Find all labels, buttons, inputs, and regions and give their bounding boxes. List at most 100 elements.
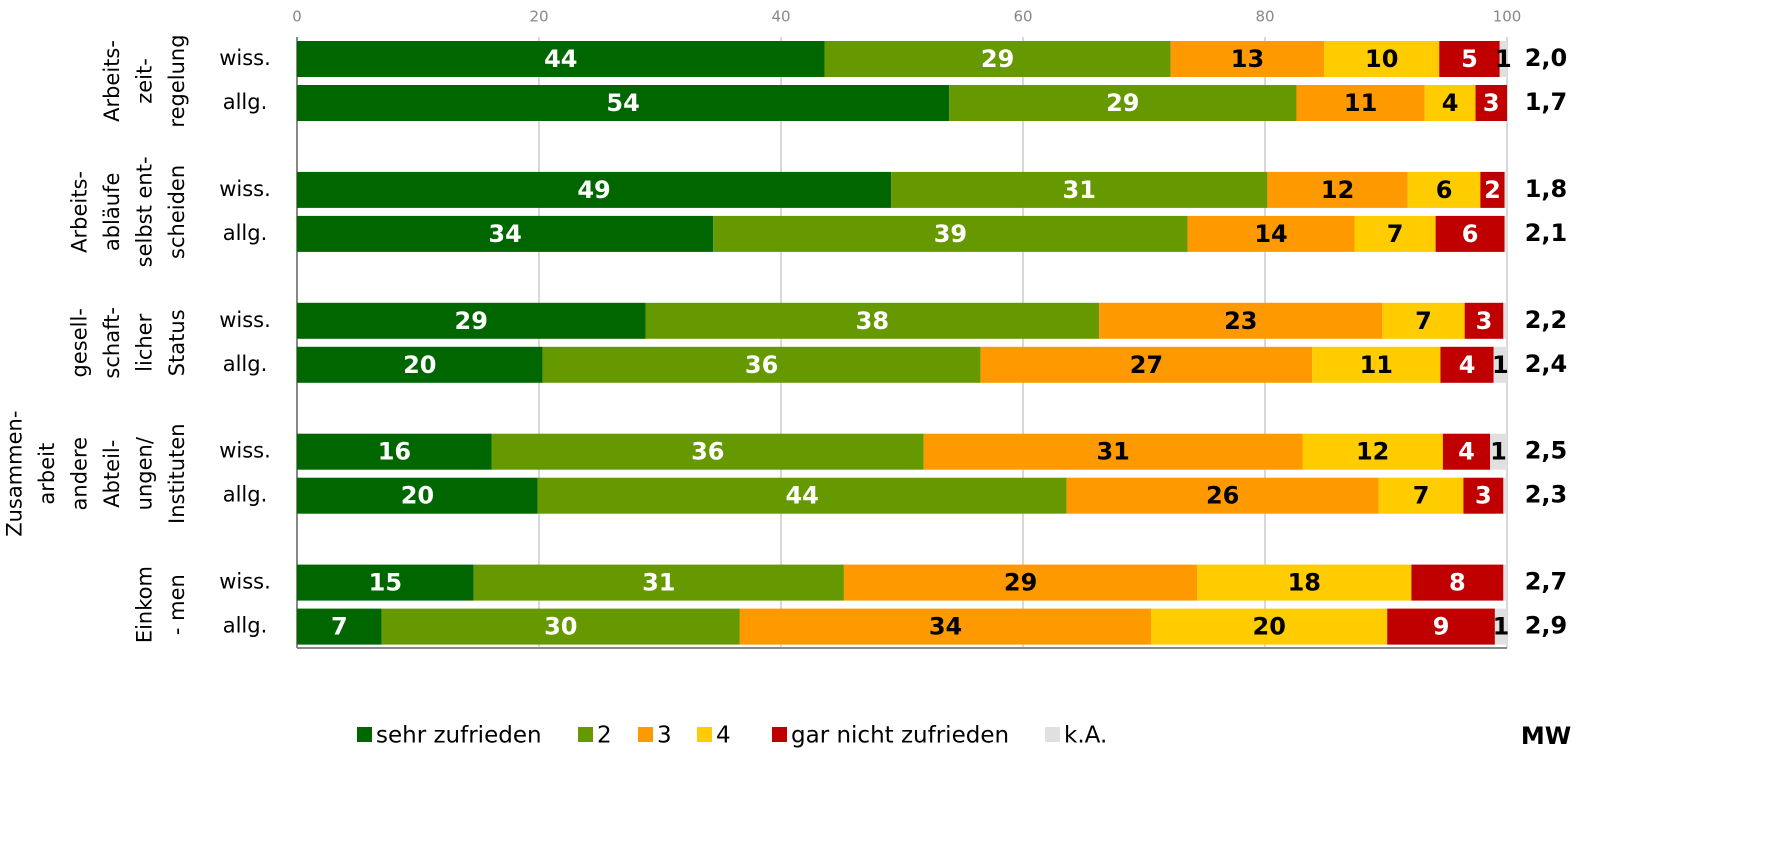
legend-swatch bbox=[697, 727, 712, 742]
x-tick-label: 0 bbox=[292, 8, 302, 26]
bar-segment bbox=[1503, 564, 1507, 601]
bar-segment bbox=[923, 433, 1303, 470]
bar-segment bbox=[1312, 346, 1441, 383]
bar-segment bbox=[297, 302, 646, 339]
data-label: 31 bbox=[1063, 176, 1096, 204]
data-label: 16 bbox=[378, 438, 411, 466]
data-label: 29 bbox=[1106, 89, 1139, 117]
data-label: 11 bbox=[1344, 89, 1377, 117]
group-label: Arbeits- bbox=[100, 40, 124, 122]
bar-segment bbox=[1503, 302, 1507, 339]
legend-label: 3 bbox=[657, 723, 672, 749]
bar-segment bbox=[542, 346, 981, 383]
data-label: 6 bbox=[1436, 176, 1453, 204]
legend-label: 2 bbox=[597, 723, 612, 749]
bar-segment bbox=[537, 477, 1067, 514]
mw-label: 1,7 bbox=[1525, 88, 1568, 116]
x-tick-label: 60 bbox=[1013, 8, 1032, 26]
group-label: Status bbox=[165, 309, 189, 376]
bar-segment bbox=[1440, 346, 1494, 383]
group-label: Abteil- bbox=[100, 440, 124, 508]
data-label: 7 bbox=[1387, 220, 1404, 248]
bar-segment bbox=[843, 564, 1198, 601]
bar-segment bbox=[824, 41, 1171, 77]
bar-segment bbox=[1439, 41, 1500, 77]
bar-segment bbox=[1407, 171, 1481, 208]
y-tick-label: wiss. bbox=[219, 308, 271, 332]
data-label: 34 bbox=[488, 220, 521, 248]
mw-label: 2,4 bbox=[1525, 350, 1568, 378]
data-label: 12 bbox=[1356, 438, 1389, 466]
bar-segment bbox=[1435, 215, 1505, 252]
mw-label: 2,3 bbox=[1525, 481, 1568, 509]
bar-segment bbox=[1296, 85, 1425, 121]
data-label: 12 bbox=[1321, 176, 1354, 204]
bar-segment bbox=[1490, 433, 1507, 470]
data-label: 10 bbox=[1365, 45, 1398, 73]
y-tick-label: allg. bbox=[223, 483, 268, 507]
y-tick-label: allg. bbox=[223, 614, 268, 638]
bar-segment bbox=[1066, 477, 1379, 514]
data-label: 31 bbox=[642, 569, 675, 597]
bar-segment bbox=[1387, 608, 1495, 645]
data-label: 9 bbox=[1433, 613, 1450, 641]
data-label: 14 bbox=[1254, 220, 1287, 248]
data-label: 29 bbox=[1004, 569, 1037, 597]
group-label: Arbeits- bbox=[68, 171, 92, 253]
bar-segment bbox=[1499, 41, 1507, 77]
data-label: 1 bbox=[1492, 351, 1509, 379]
group-label: regelung bbox=[165, 34, 189, 127]
group-label: selbst ent- bbox=[133, 156, 157, 267]
group-label: Einkom bbox=[133, 566, 157, 643]
mw-label: 2,2 bbox=[1525, 306, 1568, 334]
bar-segment bbox=[1302, 433, 1443, 470]
group-label: zeit- bbox=[133, 58, 157, 104]
bar-segment bbox=[1504, 215, 1507, 252]
data-label: 34 bbox=[929, 613, 962, 641]
y-tick-label: allg. bbox=[223, 221, 268, 245]
legend-label: 4 bbox=[716, 723, 731, 749]
group-label: andere bbox=[68, 437, 92, 511]
bar-segment bbox=[1378, 477, 1464, 514]
data-label: 1 bbox=[1495, 45, 1512, 73]
bar-segment bbox=[473, 564, 844, 601]
data-label: 20 bbox=[403, 351, 436, 379]
data-label: 2 bbox=[1484, 176, 1501, 204]
data-label: 4 bbox=[1442, 89, 1459, 117]
y-tick-label: allg. bbox=[223, 90, 268, 114]
legend-swatch bbox=[772, 727, 787, 742]
bar-segment bbox=[381, 608, 740, 645]
bar-segment bbox=[949, 85, 1297, 121]
group-label: Zusammen- bbox=[3, 411, 27, 537]
bar-segment bbox=[1503, 477, 1507, 514]
legend-swatch bbox=[638, 727, 653, 742]
group-label: ungen/ bbox=[133, 436, 157, 510]
data-label: 4 bbox=[1459, 351, 1476, 379]
bar-segment bbox=[1480, 171, 1505, 208]
bar-segment bbox=[1354, 215, 1436, 252]
y-tick-label: wiss. bbox=[219, 177, 271, 201]
legend-label: k.A. bbox=[1064, 723, 1107, 749]
group-label: - men bbox=[165, 574, 189, 635]
bar-segment bbox=[1267, 171, 1408, 208]
bar-segment bbox=[645, 302, 1100, 339]
data-label: 26 bbox=[1206, 482, 1239, 510]
data-label: 29 bbox=[455, 307, 488, 335]
legend-label: sehr zufrieden bbox=[376, 723, 542, 749]
bar-segment bbox=[1187, 215, 1355, 252]
bar-segment bbox=[1424, 85, 1476, 121]
legend-label: gar nicht zufrieden bbox=[791, 723, 1009, 749]
bar-segment bbox=[491, 433, 924, 470]
bar-segment bbox=[1151, 608, 1388, 645]
data-label: 15 bbox=[369, 569, 402, 597]
data-label: 13 bbox=[1231, 45, 1264, 73]
data-label: 11 bbox=[1360, 351, 1393, 379]
bar-segment bbox=[1099, 302, 1383, 339]
group-label: schaft- bbox=[100, 307, 124, 379]
bar-segment bbox=[1324, 41, 1440, 77]
bar-segment bbox=[891, 171, 1268, 208]
mw-label: 1,8 bbox=[1525, 175, 1568, 203]
mw-title: MW bbox=[1521, 722, 1571, 750]
data-label: 44 bbox=[785, 482, 818, 510]
data-label: 3 bbox=[1476, 307, 1493, 335]
